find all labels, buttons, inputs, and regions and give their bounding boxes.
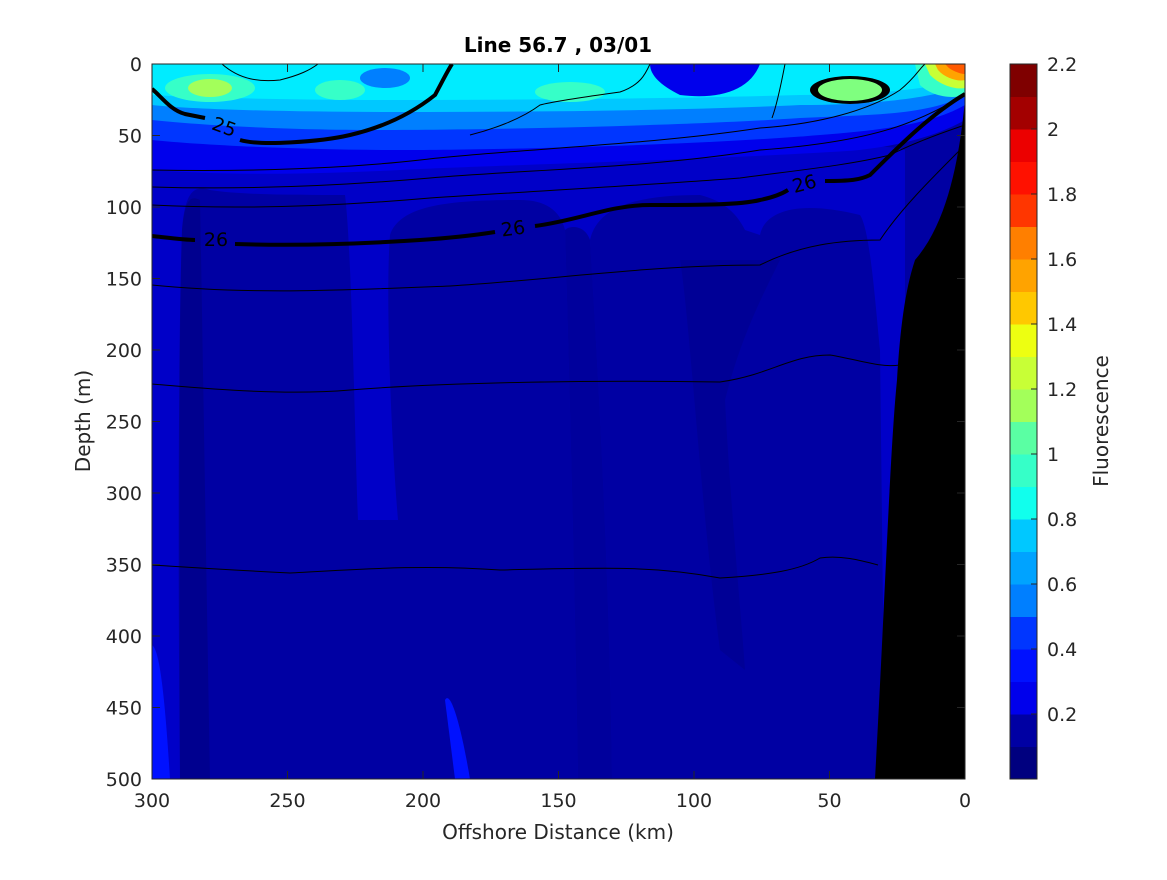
contour-label: 26 [500,216,527,241]
fluorescence-nearshore-4 [945,64,965,74]
density-contour [152,556,879,579]
density-contour [152,64,926,172]
y-axis-title: Depth (m) [71,370,95,472]
colorbar-tick-label: 0.8 [1047,509,1077,531]
colorbar-title: Fluorescence [1089,355,1113,487]
colorbar-tick-label: 1.8 [1047,184,1077,206]
colorbar-band [1010,64,1037,97]
density-contour [221,64,319,82]
colorbar-band [1010,649,1037,682]
fluorescence-region-dark-band-3 [680,260,780,670]
density-contour [152,354,901,393]
x-tick-label: 300 [134,790,170,812]
fluorescence-patch-d-core [818,79,882,101]
x-tick-label: 0 [959,790,971,812]
y-tick-label: 50 [118,126,142,148]
density-contour [771,64,786,119]
colorbar-tick-label: 0.6 [1047,574,1077,596]
x-tick-label: 250 [269,790,305,812]
colorbar-band [1010,291,1037,325]
y-tick-label: 0 [130,54,142,76]
fluorescence-patch-dark [360,68,410,88]
colorbar-band [1010,421,1037,455]
colorbar-band [1010,616,1037,650]
emphasized-density-contours [152,64,965,247]
y-axis: 0 50 100 150 200 250 300 350 400 450 500 [106,54,965,791]
y-tick-label: 200 [106,340,142,362]
density-contour-26 [534,188,790,228]
fluorescence-region-patch [445,698,470,779]
y-tick-label: 300 [106,483,142,505]
colorbar-band [1010,454,1037,487]
density-contour [152,94,965,189]
colorbar-tick-label: 2 [1047,119,1059,141]
colorbar-tick-label: 0.2 [1047,704,1077,726]
y-tick-label: 500 [106,769,142,791]
y-tick-label: 100 [106,197,142,219]
fluorescence-patch-a-core [188,79,232,97]
colorbar-tick-label: 1.6 [1047,249,1077,271]
colorbar-band [1010,259,1037,292]
fluorescence-region-dark-band-2 [565,227,612,779]
colorbar-band [1010,389,1037,422]
colorbar-band [1010,194,1037,227]
colorbar-band [1010,96,1037,130]
density-contour-26 [824,92,965,183]
colorbar-tick-label: 1.2 [1047,379,1077,401]
colorbar-band [1010,519,1037,552]
colorbar-band [1010,551,1037,585]
colorbar-band [1010,714,1037,747]
density-contour [152,149,961,292]
contour-label: 26 [204,229,228,251]
x-tick-label: 100 [676,790,712,812]
fluorescence-region-dark-surface [650,64,760,97]
chart-title: Line 56.7 , 03/01 [464,33,652,57]
density-contour-25 [152,87,206,120]
colorbar-ticks: 0.2 0.4 0.6 0.8 1 1.2 1.4 1.6 1.8 2 2.2 [1031,54,1077,726]
colorbar [1010,64,1037,780]
colorbar-band [1010,584,1037,617]
y-tick-label: 450 [106,698,142,720]
fluorescence-patch-b [315,80,365,100]
y-tick-label: 250 [106,412,142,434]
density-contour-25 [239,64,454,145]
colorbar-tick-label: 1.4 [1047,314,1077,336]
colorbar-band [1010,746,1037,780]
x-tick-label: 150 [540,790,576,812]
colorbar-band [1010,161,1037,195]
bathymetry [875,100,965,779]
colorbar-band [1010,129,1037,162]
density-contour-26 [234,230,496,247]
fluorescence-region-offshore [152,139,905,779]
fluorescence-region-lowerleft [152,645,170,779]
x-axis-title: Offshore Distance (km) [442,820,674,844]
x-tick-label: 50 [817,790,841,812]
colorbar-frame [1009,63,1038,780]
plot-area: 25 26 26 26 [152,64,965,779]
y-tick-label: 150 [106,269,142,291]
colorbar-tick-label: 0.4 [1047,639,1077,661]
y-tick-label: 350 [106,555,142,577]
colorbar-band [1010,681,1037,715]
colorbar-band [1010,356,1037,390]
colorbar-tick-label: 2.2 [1047,54,1077,76]
colorbar-tick-label: 1 [1047,444,1059,466]
colorbar-band [1010,486,1037,520]
fluorescence-region-dark-band-1 [178,198,210,779]
density-contour [469,64,651,136]
colorbar-band [1010,324,1037,357]
density-contour-26 [152,234,196,242]
y-tick-label: 400 [106,626,142,648]
x-axis: 300 250 200 150 100 50 0 [134,64,971,812]
x-tick-label: 200 [405,790,441,812]
colorbar-band [1010,226,1037,260]
